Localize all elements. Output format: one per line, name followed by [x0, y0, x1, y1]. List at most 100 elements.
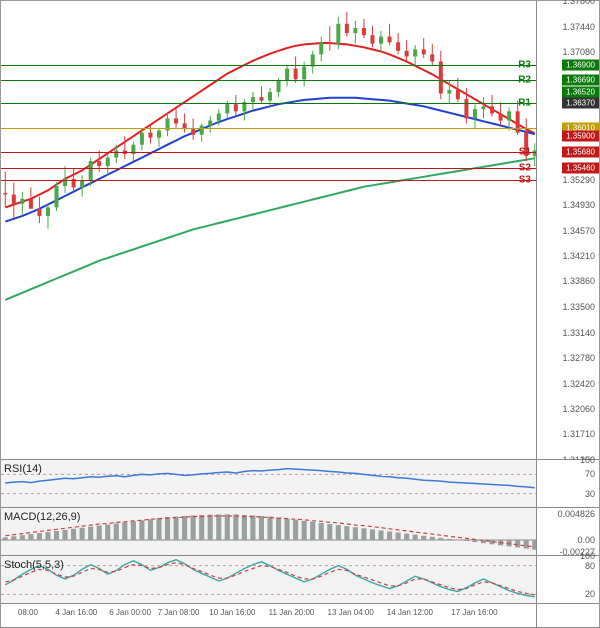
- main-ytick: 1.32420: [562, 379, 595, 389]
- sr-label-S2: S2: [519, 162, 531, 173]
- macd-hist-bar: [353, 527, 358, 540]
- x-axis-panel: 08:004 Jan 16:006 Jan 00:007 Jan 08:0010…: [1, 604, 599, 628]
- macd-hist-bar: [88, 527, 93, 540]
- macd-panel[interactable]: MACD(12,26,9) -0.002270.000.004826: [1, 508, 599, 556]
- price-tag: 1.36370: [562, 97, 599, 108]
- rsi-ytick: 70: [585, 469, 595, 479]
- sr-label-S3: S3: [519, 174, 531, 185]
- macd-hist-bar: [447, 539, 452, 540]
- candle: [20, 199, 24, 204]
- sr-label-R1: R1: [518, 97, 531, 108]
- macd-hist-bar: [114, 523, 119, 540]
- candle: [3, 193, 7, 194]
- ma-fast: [5, 43, 534, 207]
- candle: [268, 92, 272, 101]
- main-price-panel[interactable]: R3R2R1S1S2S3 1.313501.317101.320601.3242…: [1, 1, 599, 460]
- candle: [345, 24, 349, 33]
- main-ytick: 1.31710: [562, 429, 595, 439]
- candle: [396, 42, 400, 51]
- rsi-panel[interactable]: RSI(14) 3070100: [1, 460, 599, 508]
- candle: [140, 133, 144, 145]
- candle: [362, 28, 366, 35]
- candle: [251, 97, 255, 102]
- macd-hist-bar: [438, 538, 443, 540]
- xaxis-label: 4 Jan 16:00: [55, 608, 97, 617]
- candle: [191, 129, 195, 135]
- stoch-y-axis: 2080100: [536, 556, 599, 603]
- ma-mid: [5, 98, 534, 222]
- stoch-ytick: 80: [585, 561, 595, 571]
- macd-hist-bar: [3, 537, 8, 540]
- macd-hist-bar: [122, 522, 127, 540]
- candle: [106, 158, 110, 167]
- macd-hist-bar: [191, 515, 196, 540]
- macd-hist-bar: [71, 529, 76, 540]
- stoch-plot-area[interactable]: Stoch(5,5,3): [1, 556, 537, 603]
- macd-hist-bar: [259, 516, 264, 540]
- candle: [499, 113, 503, 120]
- main-ytick: 1.34210: [562, 251, 595, 261]
- macd-hist-bar: [310, 522, 315, 540]
- macd-hist-bar: [430, 537, 435, 540]
- macd-hist-bar: [336, 525, 341, 540]
- macd-hist-bar: [267, 517, 272, 540]
- macd-hist-bar: [344, 526, 349, 540]
- candle: [516, 111, 520, 132]
- candle: [46, 207, 50, 216]
- macd-plot-area[interactable]: MACD(12,26,9): [1, 508, 537, 555]
- candle: [388, 37, 392, 43]
- candle: [12, 195, 16, 204]
- candle: [148, 133, 152, 138]
- sr-label-R2: R2: [518, 74, 531, 85]
- rsi-plot-area[interactable]: RSI(14): [1, 460, 537, 507]
- candle: [285, 69, 289, 81]
- price-tag: 1.36900: [562, 60, 599, 71]
- candle: [208, 121, 212, 126]
- candle: [37, 209, 41, 216]
- candle: [481, 106, 485, 109]
- macd-ytick: 0.004826: [557, 509, 595, 519]
- macd-hist-bar: [54, 531, 59, 540]
- x-axis-corner: [536, 604, 599, 627]
- macd-hist-bar: [250, 515, 255, 540]
- candle: [200, 126, 204, 135]
- xaxis-label: 6 Jan 00:00: [109, 608, 151, 617]
- xaxis-label: 7 Jan 08:00: [158, 608, 200, 617]
- candle: [473, 109, 477, 118]
- rsi-ytick: 100: [580, 455, 595, 465]
- candle: [302, 66, 306, 79]
- macd-hist-bar: [80, 528, 85, 540]
- macd-hist-bar: [165, 517, 170, 540]
- macd-hist-bar: [319, 523, 324, 540]
- macd-hist-bar: [208, 515, 213, 540]
- candle: [413, 49, 417, 56]
- main-ytick: 1.32780: [562, 353, 595, 363]
- main-ytick: 1.34930: [562, 200, 595, 210]
- candle: [430, 54, 434, 61]
- candle: [507, 111, 511, 120]
- macd-hist-bar: [396, 533, 401, 540]
- main-ytick: 1.37440: [562, 22, 595, 32]
- x-axis-area: 08:004 Jan 16:006 Jan 00:007 Jan 08:0010…: [1, 604, 537, 627]
- macd-hist-bar: [327, 524, 332, 540]
- main-plot-area[interactable]: R3R2R1S1S2S3: [1, 1, 537, 459]
- macd-label: MACD(12,26,9): [4, 511, 80, 523]
- stoch-ytick: 100: [580, 551, 595, 561]
- macd-hist-bar: [28, 534, 33, 540]
- candle: [422, 49, 426, 54]
- macd-hist-bar: [285, 519, 290, 540]
- sr-line-S2: [1, 168, 537, 169]
- rsi-label: RSI(14): [4, 463, 42, 475]
- candle: [294, 69, 298, 80]
- main-ytick: 1.37080: [562, 47, 595, 57]
- stoch-panel[interactable]: Stoch(5,5,3) 2080100: [1, 556, 599, 604]
- main-ytick: 1.32060: [562, 404, 595, 414]
- candle: [97, 161, 101, 166]
- macd-hist-bar: [421, 536, 426, 540]
- macd-hist-bar: [45, 532, 50, 540]
- macd-hist-bar: [174, 517, 179, 540]
- xaxis-label: 11 Jan 20:00: [269, 608, 315, 617]
- macd-hist-bar: [387, 531, 392, 540]
- candle: [319, 42, 323, 54]
- candle: [353, 28, 357, 33]
